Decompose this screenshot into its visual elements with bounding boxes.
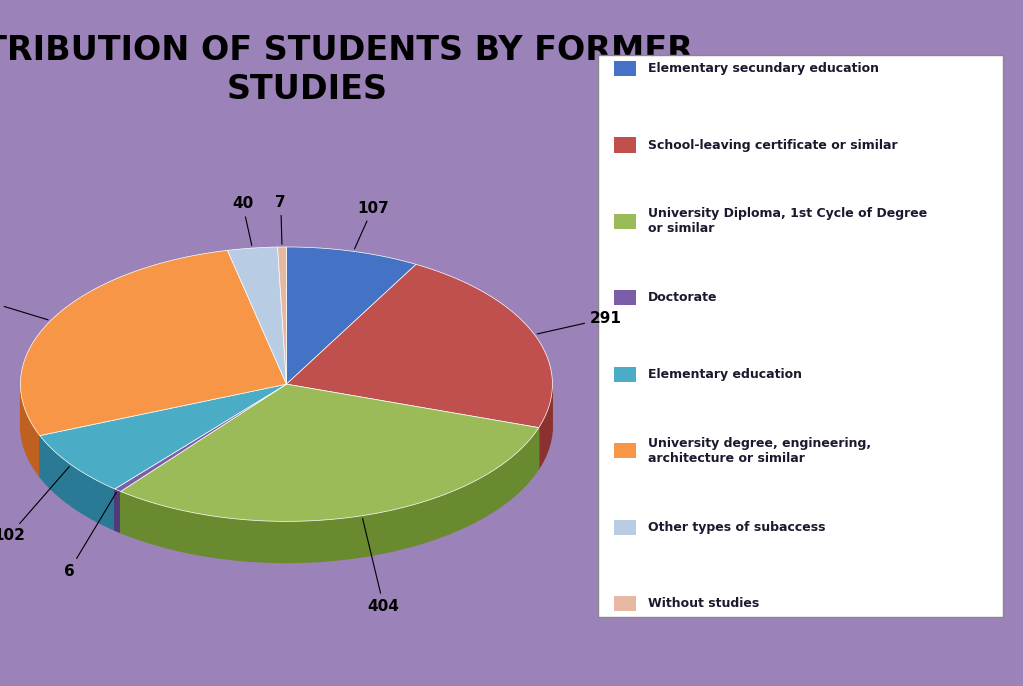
Polygon shape — [277, 247, 286, 384]
Polygon shape — [539, 389, 552, 469]
Text: Doctorate: Doctorate — [648, 292, 717, 305]
FancyBboxPatch shape — [614, 367, 636, 382]
Text: Elementary education: Elementary education — [648, 368, 802, 381]
Polygon shape — [115, 489, 121, 532]
Text: 6: 6 — [63, 493, 117, 578]
FancyBboxPatch shape — [614, 596, 636, 611]
Text: Elementary secundary education: Elementary secundary education — [648, 62, 879, 75]
FancyBboxPatch shape — [614, 61, 636, 76]
Text: 40: 40 — [232, 196, 253, 246]
Text: 364: 364 — [0, 292, 48, 320]
FancyBboxPatch shape — [614, 137, 636, 152]
Polygon shape — [40, 384, 286, 489]
Polygon shape — [20, 250, 286, 436]
Text: 7: 7 — [275, 195, 286, 244]
Text: 404: 404 — [362, 519, 400, 614]
Polygon shape — [20, 388, 40, 477]
Text: 102: 102 — [0, 466, 70, 543]
FancyBboxPatch shape — [598, 55, 1003, 617]
FancyBboxPatch shape — [614, 290, 636, 305]
Text: DISTRIBUTION OF STUDENTS BY FORMER
STUDIES: DISTRIBUTION OF STUDENTS BY FORMER STUDI… — [0, 34, 694, 106]
Text: University Diploma, 1st Cycle of Degree
or similar: University Diploma, 1st Cycle of Degree … — [648, 207, 927, 235]
Polygon shape — [40, 436, 115, 530]
Text: 107: 107 — [355, 201, 389, 249]
Text: Other types of subaccess: Other types of subaccess — [648, 521, 826, 534]
Text: Without studies: Without studies — [648, 598, 759, 610]
Polygon shape — [121, 384, 539, 521]
FancyBboxPatch shape — [614, 214, 636, 229]
Polygon shape — [121, 427, 539, 563]
Text: 291: 291 — [537, 311, 622, 334]
Polygon shape — [286, 247, 416, 384]
Text: University degree, engineering,
architecture or similar: University degree, engineering, architec… — [648, 437, 871, 465]
Polygon shape — [227, 247, 286, 384]
Polygon shape — [115, 384, 286, 491]
FancyBboxPatch shape — [614, 520, 636, 535]
FancyBboxPatch shape — [614, 443, 636, 458]
Text: School-leaving certificate or similar: School-leaving certificate or similar — [648, 139, 897, 152]
Polygon shape — [286, 264, 552, 427]
